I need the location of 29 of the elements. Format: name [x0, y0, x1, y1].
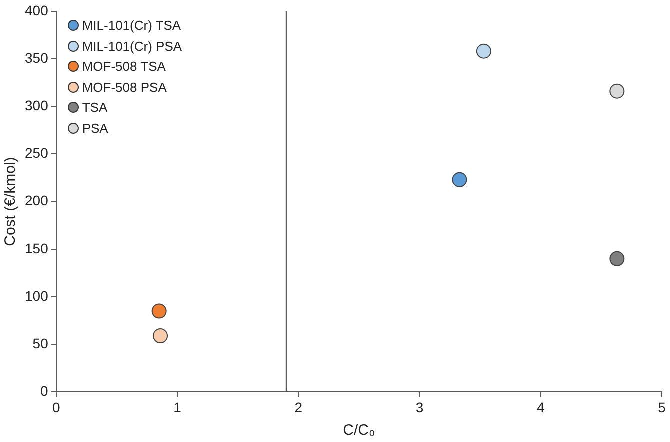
- point: [452, 172, 468, 188]
- y-tick-label: 350: [25, 50, 49, 66]
- legend-label: PSA: [82, 120, 108, 136]
- x-tick-label: 1: [174, 399, 182, 416]
- x-tick-label: 0: [52, 399, 60, 416]
- y-tick-label: 400: [25, 2, 49, 18]
- legend-label: MIL-101(Cr) PSA: [82, 38, 182, 54]
- y-tick-label: 250: [25, 145, 49, 162]
- legend-label: MOF-508 TSA: [82, 59, 166, 74]
- x-axis-title: C/C₀: [343, 422, 376, 440]
- legend-label: TSA: [82, 100, 108, 116]
- point: [153, 328, 168, 344]
- y-tick-label: 200: [25, 192, 49, 209]
- y-tick-label: 50: [32, 335, 49, 352]
- legend-label: MIL-101(Cr) TSA: [82, 18, 182, 34]
- legend-label: MOF-508 PSA: [82, 80, 167, 95]
- x-tick-label: 4: [536, 399, 545, 416]
- y-tick-label: 100: [25, 288, 49, 304]
- point: [152, 304, 167, 319]
- x-tick-label: 3: [416, 399, 424, 416]
- point: [610, 84, 625, 99]
- y-tick-label: 150: [25, 240, 49, 256]
- y-tick-label: 0: [40, 383, 49, 400]
- x-tick-label: 2: [294, 399, 303, 416]
- point: [476, 44, 492, 59]
- y-axis-title: Cost (€/kmol): [2, 157, 20, 246]
- x-tick-label: 5: [658, 399, 666, 416]
- y-tick-label: 300: [25, 97, 49, 114]
- point: [610, 251, 625, 266]
